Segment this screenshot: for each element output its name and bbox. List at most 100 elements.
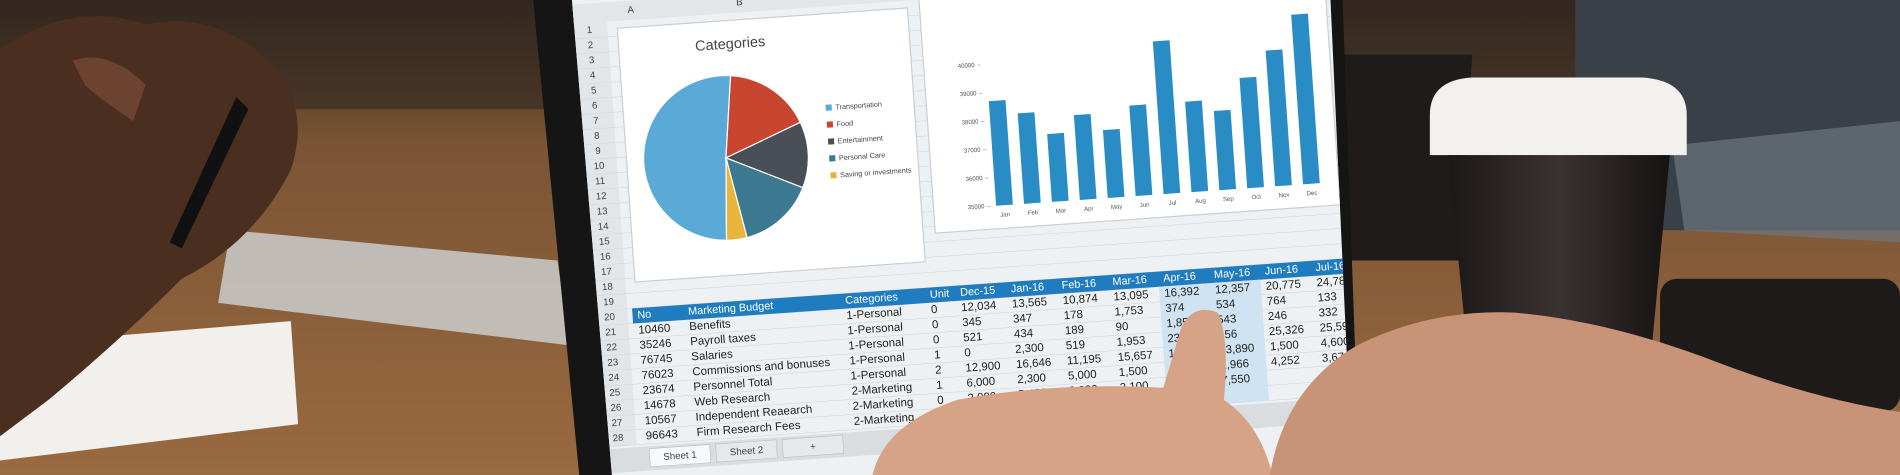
row-number: 18 (602, 282, 614, 294)
table-cell: 178 (1063, 309, 1083, 322)
row-number: 25 (609, 387, 621, 399)
bar (1129, 104, 1153, 197)
column-header-bar (571, 0, 1353, 25)
table-cell: Salaries (691, 349, 734, 364)
table-cell: 16,392 (1164, 286, 1200, 300)
table-cell: 15,657 (1117, 350, 1153, 364)
table-cell: 13,890 (1219, 342, 1255, 356)
table-cell: 10567 (644, 413, 677, 427)
table-cell: 90 (1115, 321, 1129, 334)
table-header-cell: Feb-16 (1061, 277, 1096, 291)
table-header-cell: Dec-15 (960, 284, 996, 298)
pen (169, 96, 249, 249)
table-cell: 1,500 (1270, 339, 1300, 353)
row-number: 10 (593, 161, 605, 173)
table-cell: 4,252 (1271, 354, 1301, 368)
y-tick-label: 35000 (968, 204, 986, 211)
table-cell: 2-Marketing (851, 382, 912, 398)
table-cell: 12,357 (1215, 282, 1251, 296)
row-number: 16 (600, 251, 612, 263)
bar (1213, 109, 1237, 191)
row-number: 27 (611, 418, 623, 430)
table-cell: 0 (932, 319, 939, 331)
row-number: 9 (595, 146, 601, 157)
table-header-cell: Marketing Budget (688, 300, 774, 318)
pie-slice (724, 121, 809, 189)
bar (1017, 112, 1041, 204)
row-number: 3 (589, 55, 595, 66)
x-tick-label: Jul (1169, 201, 1177, 208)
left-hand (0, 16, 298, 437)
row-number: 1 (586, 25, 592, 36)
table-cell: 1 (936, 379, 943, 391)
table-cell: 13,095 (1113, 289, 1149, 303)
shirt-stripes (1672, 121, 1900, 243)
paper (218, 230, 570, 346)
row-number: 4 (590, 70, 597, 81)
sheet-tab (715, 439, 778, 463)
table-cell: 6,000 (966, 376, 996, 390)
y-tick-label: 38000 (962, 119, 980, 126)
legend-swatch (825, 104, 832, 111)
y-tick-label: 37000 (964, 148, 982, 155)
table-cell: 374 (1165, 302, 1186, 315)
x-tick-label: Mar (1056, 208, 1067, 215)
x-tick-label: Oct (1251, 195, 1261, 202)
x-tick-label: Dec (1307, 191, 1318, 198)
row-number: 7 (593, 116, 599, 127)
table-cell: 10460 (638, 323, 671, 337)
table-cell: 2-Marketing (853, 412, 914, 428)
table-cell: Payroll taxes (690, 332, 757, 349)
table-cell: Personnel Total (693, 376, 773, 393)
table-cell: 4,600 (1320, 336, 1350, 350)
table-header-cell: Unit (930, 288, 950, 301)
table-header-cell: Jul-16 (1315, 260, 1345, 274)
row-number: 17 (601, 266, 613, 278)
table-header-cell: Mar-16 (1112, 274, 1147, 288)
row-number: 14 (598, 221, 610, 233)
table-cell: 12,900 (965, 360, 1001, 374)
table-cell: 521 (963, 331, 983, 344)
other-hand (1269, 312, 1900, 475)
pie-slice (725, 156, 804, 239)
row-number: 20 (604, 312, 616, 324)
row-number: 24 (608, 372, 620, 384)
cup-lid (1429, 77, 1687, 156)
table-header-cell: Jan-16 (1010, 281, 1044, 295)
table-cell: 764 (1266, 295, 1287, 308)
row-number-bar (571, 2, 637, 448)
pie-slice (725, 74, 802, 159)
table-cell: 76745 (640, 353, 673, 367)
sheet-tab-label: Sheet 2 (729, 445, 763, 458)
table-cell: 345 (962, 316, 982, 329)
table-cell: 0 (937, 395, 944, 407)
table-cell: 2,300 (1017, 372, 1047, 386)
legend-swatch (826, 121, 834, 128)
row-number: 6 (592, 100, 598, 111)
table-cell: 20,775 (1265, 278, 1301, 292)
row-number: 11 (595, 176, 606, 188)
table-cell: 16,646 (1016, 357, 1052, 371)
table-cell: 1-Personal (850, 367, 906, 383)
bar (1185, 100, 1209, 193)
x-tick-label: Jun (1140, 202, 1150, 209)
x-tick-label: May (1111, 204, 1124, 211)
row-number: 2 (588, 40, 594, 51)
x-tick-label: Jan (1000, 212, 1010, 219)
bar (1291, 13, 1320, 185)
bar (1152, 40, 1181, 195)
table-header-cell: Apr-16 (1163, 270, 1196, 284)
bar (1073, 113, 1097, 200)
legend-label: Food (836, 118, 853, 128)
table-header-cell: No (637, 309, 652, 322)
table-cell: 246 (1268, 310, 1288, 323)
bar (1102, 128, 1125, 199)
table-header-cell: Categories (845, 291, 899, 307)
table-cell: 189 (1064, 324, 1084, 337)
table-cell: 347 (1013, 312, 1033, 325)
legend-swatch (827, 138, 835, 145)
table-cell: 11,195 (1067, 353, 1102, 367)
bar (1047, 132, 1069, 202)
